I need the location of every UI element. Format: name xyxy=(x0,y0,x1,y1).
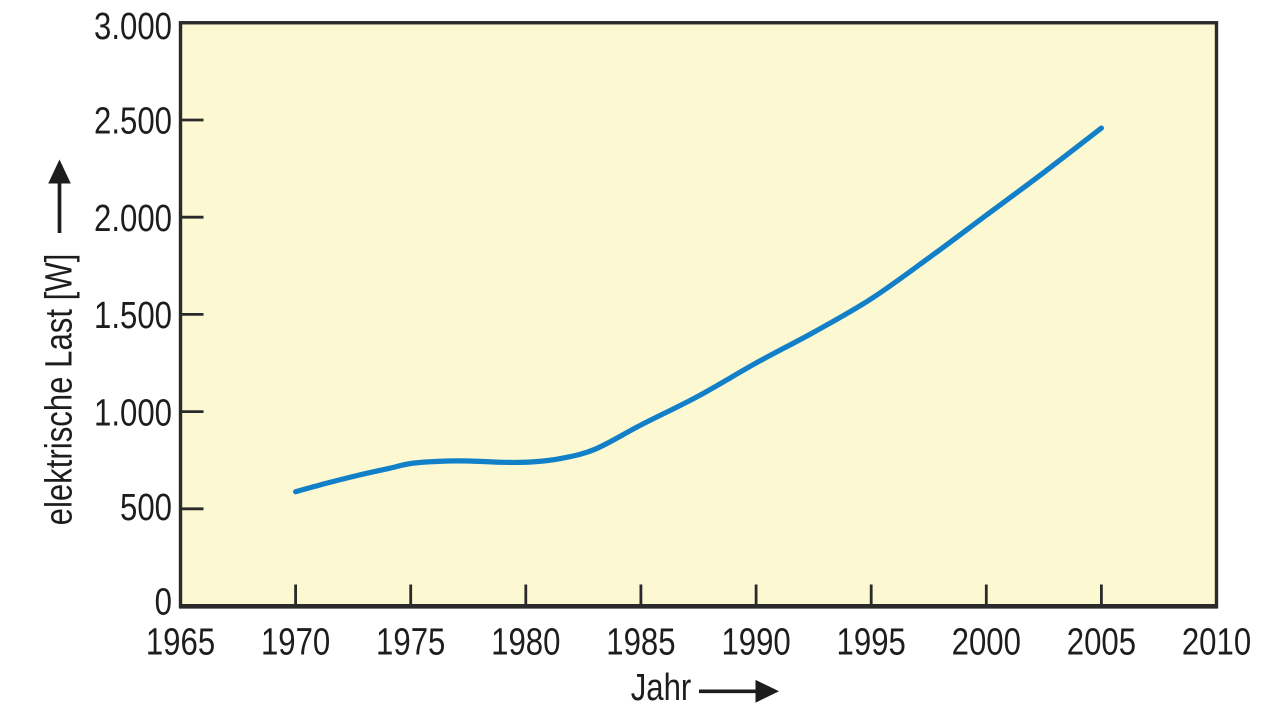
svg-text:1.000: 1.000 xyxy=(94,392,172,434)
svg-text:2000: 2000 xyxy=(952,622,1021,664)
svg-text:2.500: 2.500 xyxy=(94,101,172,143)
svg-text:1995: 1995 xyxy=(837,622,906,664)
svg-text:Jahr: Jahr xyxy=(631,667,692,709)
svg-text:1970: 1970 xyxy=(261,622,330,664)
svg-text:1965: 1965 xyxy=(146,622,215,664)
svg-text:1975: 1975 xyxy=(376,622,445,664)
svg-text:2.000: 2.000 xyxy=(94,198,172,240)
svg-text:3.000: 3.000 xyxy=(94,6,172,48)
svg-text:elektrische Last [W]: elektrische Last [W] xyxy=(39,254,81,526)
svg-text:1985: 1985 xyxy=(606,622,675,664)
svg-text:1.500: 1.500 xyxy=(94,295,172,337)
svg-text:1980: 1980 xyxy=(491,622,560,664)
svg-text:2010: 2010 xyxy=(1182,622,1251,664)
svg-text:2005: 2005 xyxy=(1067,622,1136,664)
svg-text:1990: 1990 xyxy=(721,622,790,664)
svg-text:0: 0 xyxy=(155,582,172,624)
svg-text:500: 500 xyxy=(120,487,172,529)
